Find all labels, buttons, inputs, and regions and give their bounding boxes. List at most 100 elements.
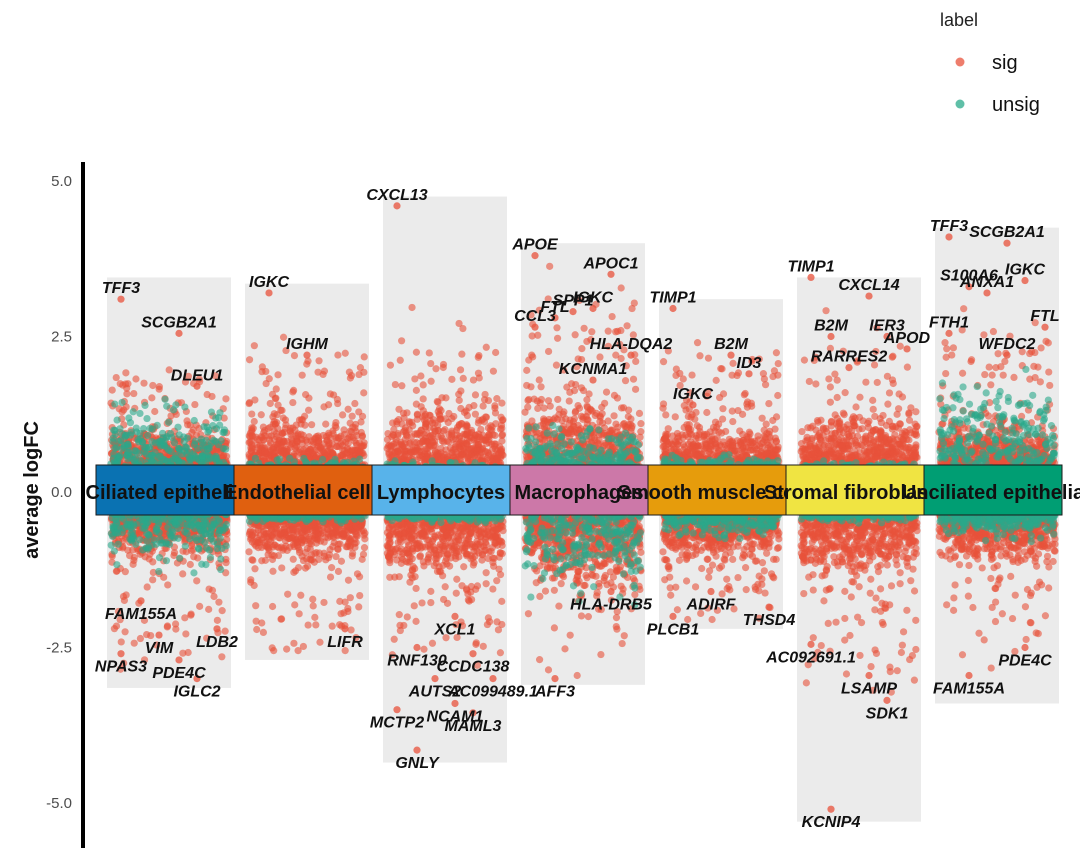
sig-point [464,596,472,604]
sig-point [346,419,354,427]
sig-point [171,620,180,628]
unsig-point [164,523,172,532]
sig-point [278,406,286,414]
sig-point [193,675,201,683]
unsig-point [112,519,120,527]
sig-point [140,379,148,387]
sig-point [120,406,128,414]
unsig-point [129,408,137,416]
sig-point [170,549,179,557]
sig-point [291,601,299,609]
sig-point [355,370,363,379]
unsig-point [194,544,202,552]
unsig-point [128,528,136,536]
sig-point [435,545,443,554]
sig-point [303,360,311,368]
sig-point [453,575,461,583]
sig-point [497,413,505,421]
sig-point [311,550,319,558]
sig-point [498,424,506,432]
sig-point [222,395,230,403]
sig-point [116,616,124,624]
sig-point [455,319,463,328]
unsig-point [148,457,156,465]
sig-point [457,387,465,395]
unsig-point [124,522,132,531]
sig-point [196,602,204,610]
sig-point [398,382,406,390]
sig-point [165,366,173,374]
sig-point [384,542,392,550]
unsig-point [136,409,144,418]
sig-point [448,414,456,423]
sig-point [218,607,226,615]
sig-point [283,645,291,653]
unsig-point [167,514,175,522]
unsig-point [217,555,225,563]
sig-point [305,433,313,441]
sig-point [155,385,163,393]
unsig-point [130,522,138,530]
sig-point [251,396,259,404]
sig-point [311,613,319,621]
sig-point [416,530,424,538]
sig-point [326,573,335,581]
sig-point [208,392,216,401]
sig-point [407,449,415,457]
unsig-point [110,450,118,458]
unsig-point [206,553,215,562]
unsig-point [180,433,188,441]
sig-point [344,576,353,584]
sig-point [428,528,436,536]
sig-point [411,573,419,581]
sig-point [424,555,432,563]
sig-point [496,649,504,657]
unsig-point [135,438,143,446]
sig-point [267,432,275,440]
unsig-point [217,565,225,574]
unsig-point [216,409,224,417]
sig-point [187,611,195,619]
sig-point [249,556,257,564]
unsig-point [200,423,208,431]
unsig-point [143,529,151,538]
sig-point [218,653,226,661]
sig-point [385,525,393,533]
sig-point [245,356,254,364]
sig-point [304,406,313,414]
sig-point [498,399,506,407]
sig-point [248,443,256,451]
unsig-point [301,458,310,466]
sig-point [356,591,364,600]
sig-point [257,433,265,441]
unsig-point [132,447,140,455]
sig-point [143,583,151,591]
unsig-point [200,516,208,524]
sig-point [175,656,183,664]
sig-point [389,419,397,427]
unsig-point [144,431,152,440]
sig-point [273,543,281,551]
unsig-point [181,443,190,451]
sig-point [307,556,315,564]
sig-point [153,641,161,649]
sig-point [341,625,349,633]
unsig-point [154,458,162,466]
sig-point [278,430,286,438]
sig-point [442,531,451,539]
sig-point [496,571,505,579]
sig-point [179,570,187,578]
sig-point [361,535,369,543]
sig-point [117,295,125,303]
sig-point [336,597,344,605]
sig-point [195,375,203,383]
sig-point [259,423,267,431]
unsig-point [195,521,203,529]
unsig-point [115,453,124,461]
sig-point [407,525,416,533]
sig-point [110,625,119,633]
unsig-point [172,517,181,525]
unsig-point [222,542,230,550]
sig-point [333,395,341,404]
